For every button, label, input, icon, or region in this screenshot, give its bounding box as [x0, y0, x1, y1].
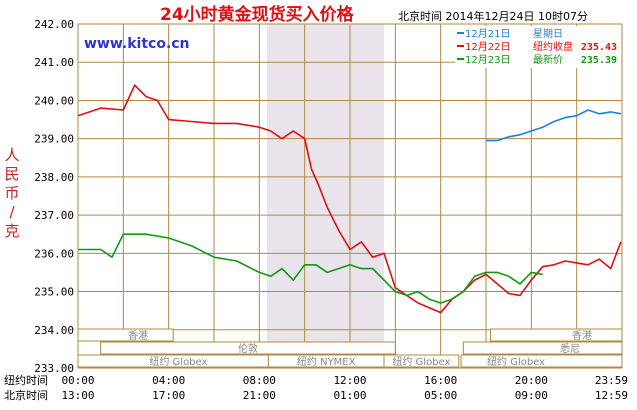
legend-status: 最新价: [533, 53, 563, 66]
x-tick-label: 12:00: [333, 374, 366, 387]
series-lines: [77, 84, 622, 314]
x-axis-row-label: 北京时间: [4, 388, 48, 402]
y-axis-label-char: 币: [4, 184, 19, 202]
session-label: 纽约 Globex: [487, 355, 545, 368]
x-tick-label: 00:00: [61, 374, 94, 387]
plot-frame: [77, 23, 623, 369]
x-tick-label: 09:00: [515, 389, 548, 402]
site-label: www.kitco.cn: [84, 36, 190, 52]
session-label: 伦敦: [238, 342, 258, 355]
time-caption: 北京时间 2014年12月24日 10时07分: [398, 9, 588, 23]
legend-box: [455, 26, 621, 68]
y-tick-label: 240.00: [34, 94, 74, 107]
y-tick-label: 237.00: [34, 209, 74, 222]
legend-date: 12月21日: [465, 28, 510, 40]
x-tick-label: 23:59: [595, 374, 628, 387]
y-axis-label-char: 民: [4, 165, 19, 183]
x-tick-label: 01:00: [333, 389, 366, 402]
session-label: 香港: [572, 330, 592, 342]
x-tick-label: 17:00: [152, 389, 185, 402]
legend-status: 纽约收盘: [533, 40, 573, 53]
session-label: 香港: [128, 330, 148, 342]
session-bar: [383, 354, 460, 368]
y-tick-label: 233.00: [34, 362, 74, 375]
x-tick-label: 04:00: [152, 374, 185, 387]
session-label: 纽约 NYMEX: [297, 355, 356, 368]
x-axis-row-label: 纽约时间: [4, 373, 48, 387]
y-tick-label: 242.00: [34, 18, 74, 31]
session-bar: [77, 328, 174, 342]
x-tick-label: 13:00: [61, 389, 94, 402]
y-axis-label: 人民币/克: [4, 146, 19, 240]
legend-date: 12月22日: [465, 41, 510, 53]
x-tick-label: 16:00: [424, 374, 457, 387]
series-line-2: [77, 84, 622, 314]
x-tick-label: 21:00: [243, 389, 276, 402]
x-tick-label: 05:00: [424, 389, 457, 402]
session-bar: [460, 354, 623, 368]
nymex-session-band: [266, 24, 384, 368]
x-axis-ticks: 纽约时间 00:00 04:00 08:00 12:00 16:00 20:00 23:59 北…: [4, 373, 628, 402]
y-tick-label: 238.00: [34, 171, 74, 184]
session-bar: [490, 328, 623, 342]
y-tick-label: 241.00: [34, 56, 74, 69]
x-tick-label: 20:00: [515, 374, 548, 387]
legend-value: 235.43: [581, 42, 617, 53]
y-axis-label-char: 克: [4, 222, 19, 240]
legend-date: 12月23日: [465, 54, 510, 66]
legend-status: 星期日: [533, 28, 563, 40]
session-label: 纽约 Globex: [149, 355, 207, 368]
y-tick-label: 234.00: [34, 324, 74, 337]
legend-value: 235.39: [581, 55, 617, 66]
y-axis-label-char: /: [9, 203, 15, 221]
y-tick-label: 236.00: [34, 247, 74, 260]
y-axis-label-char: 人: [4, 146, 19, 164]
x-tick-label: 12:59: [595, 389, 628, 402]
session-label: 纽约 Globex: [392, 355, 450, 368]
y-tick-label: 235.00: [34, 286, 74, 299]
y-tick-label: 239.00: [34, 133, 74, 146]
series-line-1: [486, 109, 622, 142]
session-label: 悉尼: [560, 343, 580, 355]
session-bar: [100, 341, 396, 355]
session-bar: [462, 341, 623, 355]
chart-title: 24小时黄金现货买入价格: [160, 4, 355, 25]
legend: 12月21日 星期日 12月22日 纽约收盘 235.43 12月23日 最新价 235.39: [455, 26, 621, 68]
series-line-3: [78, 233, 543, 304]
y-axis-ticks: 242.00 241.00 240.00 239.00 238.00 237.00 236.…: [34, 18, 74, 375]
x-tick-label: 08:00: [243, 374, 276, 387]
